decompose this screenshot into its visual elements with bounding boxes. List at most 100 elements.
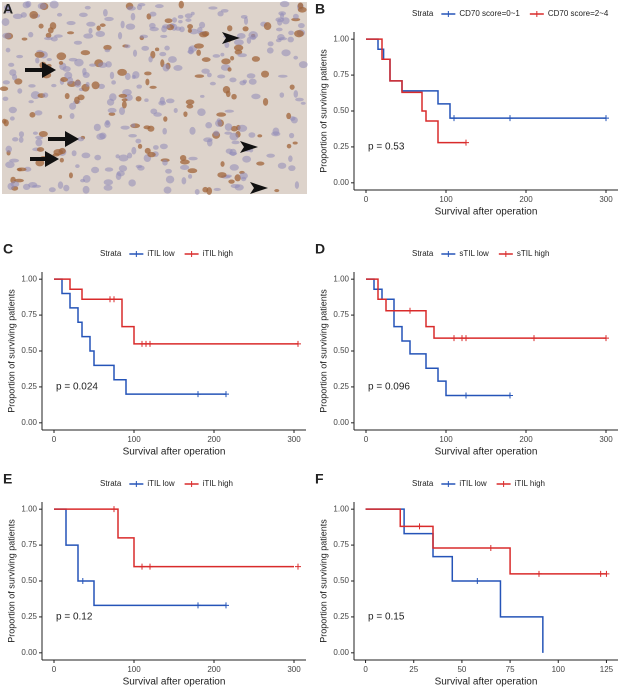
cell [288, 165, 296, 172]
cell [38, 131, 48, 138]
cell [292, 141, 298, 145]
cell [289, 132, 295, 139]
cell [80, 178, 86, 183]
cell [224, 109, 235, 113]
censor-mark [463, 392, 469, 399]
cell [132, 49, 138, 57]
cell [128, 179, 136, 187]
arrow [25, 62, 56, 78]
cell [23, 166, 32, 172]
cell [131, 75, 136, 79]
cell [196, 49, 201, 56]
cell [286, 112, 292, 120]
cell [35, 57, 40, 64]
cell [51, 83, 57, 88]
cell [29, 112, 36, 118]
censor-mark [507, 115, 513, 122]
cell [295, 97, 304, 102]
cell [233, 44, 244, 51]
censor-mark [416, 523, 423, 530]
survival-curve [54, 278, 226, 395]
cell [173, 65, 183, 71]
p-value: p = 0.024 [56, 382, 98, 393]
legend-label: iTIL low [147, 479, 174, 488]
legend-label: iTIL low [147, 249, 174, 258]
cell [160, 34, 168, 39]
censor-mark [223, 391, 229, 398]
censor-mark [407, 307, 413, 314]
cell [2, 80, 10, 85]
cell [69, 113, 75, 119]
cell [274, 189, 280, 193]
cell [185, 99, 195, 105]
survival-curve [365, 508, 544, 653]
cell [46, 58, 52, 62]
arrow [48, 131, 79, 147]
cell [165, 175, 175, 184]
censor-mark [195, 602, 201, 609]
cell [194, 43, 204, 49]
cell [163, 116, 168, 122]
cell [289, 84, 295, 90]
cell [103, 179, 114, 186]
cell [28, 100, 34, 104]
km-chart: B Strata CD70 score=0~1 CD70 score=2~4 0.00 0… [315, 1, 618, 218]
x-tick-label: 200 [207, 665, 221, 674]
legend-title: Strata [412, 249, 434, 258]
cell [116, 170, 125, 177]
cell [135, 96, 142, 102]
y-tick-label: 0.00 [21, 648, 37, 657]
cell [8, 62, 15, 67]
cell [85, 81, 90, 88]
legend-censor [445, 251, 452, 257]
cell [36, 147, 45, 152]
cell [201, 57, 211, 62]
cell [137, 143, 143, 149]
cell [224, 42, 230, 48]
cell [88, 27, 93, 34]
cell [2, 32, 12, 39]
cell [9, 69, 17, 76]
cell [229, 148, 237, 157]
cell [243, 16, 249, 25]
km-chart: C Strata iTIL low iTIL high 0.00 0.25 0.50 0.75… [3, 241, 306, 458]
cell [179, 155, 187, 161]
cell [117, 68, 127, 76]
cell [28, 181, 38, 188]
censor-mark [451, 115, 457, 122]
arrowhead [222, 32, 240, 44]
cell [136, 4, 142, 11]
cell [121, 100, 127, 109]
cell [73, 40, 83, 45]
cell [194, 74, 205, 78]
censor-mark [535, 570, 542, 577]
cell [77, 136, 85, 142]
x-tick-label: 100 [439, 435, 453, 444]
x-axis-label: Survival after operation [123, 447, 226, 458]
cell [164, 18, 173, 24]
cell [290, 116, 298, 124]
cell [187, 23, 194, 30]
cell [242, 26, 249, 32]
cell [297, 2, 304, 9]
cell [17, 88, 23, 94]
censor-mark [295, 340, 301, 347]
cell [96, 133, 106, 141]
y-axis-label: Proportion of surviving patients [6, 289, 16, 413]
cell [52, 153, 60, 157]
cell [190, 11, 195, 16]
cell [58, 147, 66, 155]
y-tick-label: 0.50 [333, 106, 349, 115]
cell [8, 106, 17, 114]
cell [300, 101, 306, 105]
cell [242, 155, 252, 163]
panel-label: A [3, 1, 13, 17]
cell [239, 80, 247, 86]
cell [71, 150, 77, 157]
cell [54, 34, 63, 38]
legend-censor [445, 481, 452, 487]
legend-title: Strata [412, 479, 434, 488]
cell [145, 78, 150, 86]
cell [277, 34, 285, 41]
cell [199, 31, 209, 38]
